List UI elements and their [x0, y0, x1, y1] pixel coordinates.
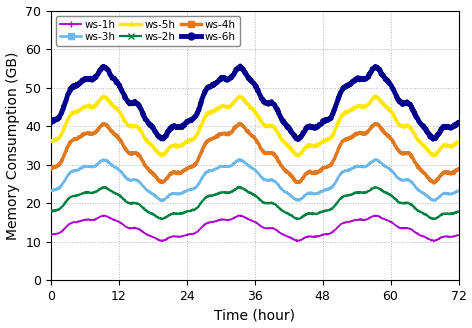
Line: ws-6h: ws-6h	[51, 66, 458, 139]
ws-1h	[374, 214, 379, 218]
ws-2h	[228, 190, 234, 194]
Line: ws-1h: ws-1h	[51, 215, 458, 241]
ws-1h	[455, 233, 461, 237]
Line: ws-4h: ws-4h	[51, 124, 458, 183]
ws-5h	[48, 140, 54, 144]
ws-3h	[228, 164, 234, 168]
ws-5h	[213, 107, 219, 111]
ws-4h	[90, 132, 95, 135]
Line: ws-3h: ws-3h	[51, 159, 458, 201]
ws-3h	[374, 158, 379, 162]
ws-6h	[228, 76, 233, 80]
ws-6h	[455, 120, 461, 124]
ws-3h	[90, 165, 95, 169]
ws-6h	[237, 64, 243, 68]
ws-1h	[213, 219, 219, 223]
ws-6h	[295, 137, 301, 141]
ws-2h	[374, 186, 379, 190]
ws-2h	[48, 210, 54, 214]
ws-2h	[90, 191, 95, 195]
ws-6h	[48, 121, 54, 125]
X-axis label: Time (hour): Time (hour)	[214, 308, 295, 322]
ws-3h	[48, 189, 54, 193]
Line: ws-2h: ws-2h	[51, 187, 458, 219]
ws-4h	[237, 122, 243, 126]
ws-5h	[455, 141, 461, 145]
ws-3h	[237, 157, 243, 161]
Line: ws-5h: ws-5h	[51, 96, 458, 156]
ws-2h	[329, 207, 335, 211]
ws-6h	[329, 114, 335, 118]
ws-5h	[374, 95, 379, 99]
ws-3h	[159, 199, 164, 203]
Legend: ws-1h, ws-3h, ws-5h, ws-2h, ws-4h, ws-6h: ws-1h, ws-3h, ws-5h, ws-2h, ws-4h, ws-6h	[56, 16, 240, 46]
ws-2h	[236, 185, 241, 189]
ws-5h	[159, 154, 164, 158]
ws-1h	[90, 218, 95, 222]
ws-1h	[237, 214, 243, 217]
ws-2h	[367, 189, 372, 193]
ws-3h	[213, 167, 219, 171]
Y-axis label: Memory Consumption (GB): Memory Consumption (GB)	[6, 51, 19, 239]
ws-1h	[48, 233, 54, 237]
ws-5h	[329, 135, 334, 139]
ws-1h	[160, 239, 166, 243]
ws-1h	[367, 216, 372, 220]
ws-4h	[366, 128, 372, 132]
ws-5h	[366, 102, 372, 106]
ws-4h	[374, 123, 379, 127]
ws-6h	[90, 78, 95, 82]
ws-2h	[455, 210, 461, 214]
ws-2h	[213, 193, 219, 196]
ws-1h	[228, 217, 234, 221]
ws-4h	[431, 181, 437, 185]
ws-6h	[367, 72, 372, 76]
ws-5h	[90, 105, 95, 109]
ws-1h	[329, 231, 335, 235]
ws-4h	[48, 167, 54, 171]
ws-4h	[228, 131, 233, 135]
ws-2h	[160, 217, 165, 221]
ws-3h	[455, 188, 461, 192]
ws-5h	[372, 94, 378, 98]
ws-4h	[213, 135, 219, 139]
ws-3h	[367, 161, 372, 165]
ws-3h	[329, 186, 335, 190]
ws-6h	[374, 66, 379, 70]
ws-4h	[329, 163, 334, 167]
ws-5h	[228, 104, 234, 108]
ws-4h	[455, 167, 461, 171]
ws-6h	[213, 81, 219, 85]
